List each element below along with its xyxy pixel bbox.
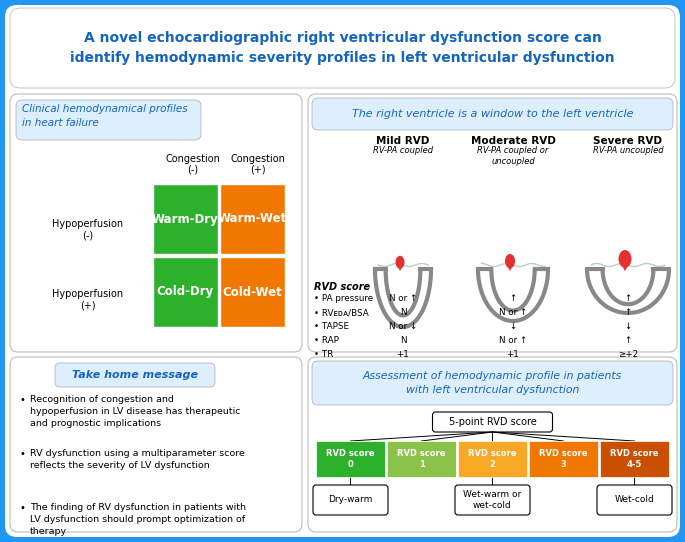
Polygon shape [506, 262, 514, 271]
Text: • RVᴇᴅᴀ/BSA: • RVᴇᴅᴀ/BSA [314, 308, 369, 317]
Text: RVD score
3: RVD score 3 [539, 449, 588, 469]
Text: RV-PA coupled: RV-PA coupled [373, 146, 433, 155]
Text: A novel echocardiographic right ventricular dysfunction score can
identify hemod: A novel echocardiographic right ventricu… [70, 31, 615, 65]
Text: N or ↓: N or ↓ [389, 322, 417, 331]
Text: Hypoperfusion: Hypoperfusion [53, 219, 123, 229]
Text: Severe RVD: Severe RVD [593, 136, 662, 146]
FancyBboxPatch shape [10, 94, 302, 352]
Text: (-): (-) [82, 231, 94, 241]
FancyBboxPatch shape [597, 485, 672, 515]
Bar [220, 184, 285, 254]
Text: Congestion: Congestion [166, 154, 221, 164]
Text: The right ventricle is a window to the left ventricle: The right ventricle is a window to the l… [352, 109, 633, 119]
FancyBboxPatch shape [313, 485, 388, 515]
FancyBboxPatch shape [432, 412, 553, 432]
FancyBboxPatch shape [312, 98, 673, 130]
Text: Warm-Dry: Warm-Dry [152, 212, 219, 225]
Text: The finding of RV dysfunction in patients with
LV dysfunction should prompt opti: The finding of RV dysfunction in patient… [30, 503, 246, 535]
Text: RVD score
0: RVD score 0 [326, 449, 375, 469]
Text: RVD score
4-5: RVD score 4-5 [610, 449, 659, 469]
FancyBboxPatch shape [308, 357, 677, 532]
Bar [387, 441, 456, 477]
Text: Wet-cold: Wet-cold [614, 495, 654, 505]
Text: Recognition of congestion and
hypoperfusion in LV disease has therapeutic
and pr: Recognition of congestion and hypoperfus… [30, 395, 240, 428]
Text: (-): (-) [188, 164, 199, 174]
Text: •: • [20, 395, 26, 405]
Text: N or ↑: N or ↑ [389, 294, 417, 303]
Text: ↓: ↓ [624, 322, 632, 331]
Text: RVD score
2: RVD score 2 [469, 449, 516, 469]
Text: RV dysfunction using a multiparameter score
reflects the severity of LV dysfunct: RV dysfunction using a multiparameter sc… [30, 449, 245, 470]
Text: • RAP: • RAP [314, 336, 339, 345]
Text: (+): (+) [80, 301, 96, 311]
Bar [153, 257, 218, 327]
Text: Wet-warm or
wet-cold: Wet-warm or wet-cold [463, 490, 521, 510]
Text: ↑: ↑ [624, 308, 632, 317]
Text: Mild RVD: Mild RVD [376, 136, 429, 146]
Text: +1: +1 [397, 350, 410, 359]
Text: Cold-Dry: Cold-Dry [157, 286, 214, 299]
Text: N: N [400, 336, 406, 345]
Text: ↑: ↑ [510, 294, 516, 303]
Text: N or ↑: N or ↑ [499, 336, 527, 345]
Text: Assessment of hemodynamic profile in patients
with left ventricular dysfunction: Assessment of hemodynamic profile in pat… [363, 371, 622, 395]
Text: Moderate RVD: Moderate RVD [471, 136, 556, 146]
Text: Warm-Wet: Warm-Wet [218, 212, 287, 225]
FancyBboxPatch shape [312, 361, 673, 405]
FancyBboxPatch shape [455, 485, 530, 515]
Bar [600, 441, 669, 477]
Text: Hypoperfusion: Hypoperfusion [53, 289, 123, 299]
FancyBboxPatch shape [10, 357, 302, 532]
Text: RVD score
1: RVD score 1 [397, 449, 446, 469]
Text: • TAPSE: • TAPSE [314, 322, 349, 331]
Text: RVD score: RVD score [314, 282, 370, 292]
Text: •: • [20, 449, 26, 459]
Text: ↓: ↓ [510, 322, 516, 331]
Polygon shape [396, 263, 404, 271]
Ellipse shape [395, 256, 405, 269]
Text: ↑: ↑ [624, 336, 632, 345]
Text: 5-point RVD score: 5-point RVD score [449, 417, 536, 427]
Bar [153, 184, 218, 254]
Ellipse shape [505, 254, 515, 268]
Bar [458, 441, 527, 477]
Text: Cold-Wet: Cold-Wet [223, 286, 282, 299]
FancyBboxPatch shape [55, 363, 215, 387]
Text: N: N [400, 308, 406, 317]
FancyBboxPatch shape [10, 8, 675, 88]
Text: • TR: • TR [314, 350, 334, 359]
Polygon shape [619, 261, 631, 271]
Text: RV-PA coupled or
uncoupled: RV-PA coupled or uncoupled [477, 146, 549, 166]
Text: (+): (+) [250, 164, 266, 174]
Text: ≥+2: ≥+2 [618, 350, 638, 359]
Bar [220, 257, 285, 327]
Text: Clinical hemodynamical profiles
in heart failure: Clinical hemodynamical profiles in heart… [22, 104, 188, 128]
Text: •: • [20, 503, 26, 513]
Text: N or ↑: N or ↑ [499, 308, 527, 317]
Text: Congestion: Congestion [231, 154, 286, 164]
FancyBboxPatch shape [16, 100, 201, 140]
Bar [529, 441, 598, 477]
Text: +1: +1 [507, 350, 519, 359]
Text: RV-PA uncoupled: RV-PA uncoupled [593, 146, 663, 155]
Bar [316, 441, 385, 477]
Ellipse shape [619, 250, 632, 268]
Text: • PA pressure: • PA pressure [314, 294, 373, 303]
Text: ↑: ↑ [624, 294, 632, 303]
Text: Take home message: Take home message [72, 370, 198, 380]
FancyBboxPatch shape [5, 5, 680, 537]
Text: Dry-warm: Dry-warm [328, 495, 373, 505]
FancyBboxPatch shape [308, 94, 677, 352]
